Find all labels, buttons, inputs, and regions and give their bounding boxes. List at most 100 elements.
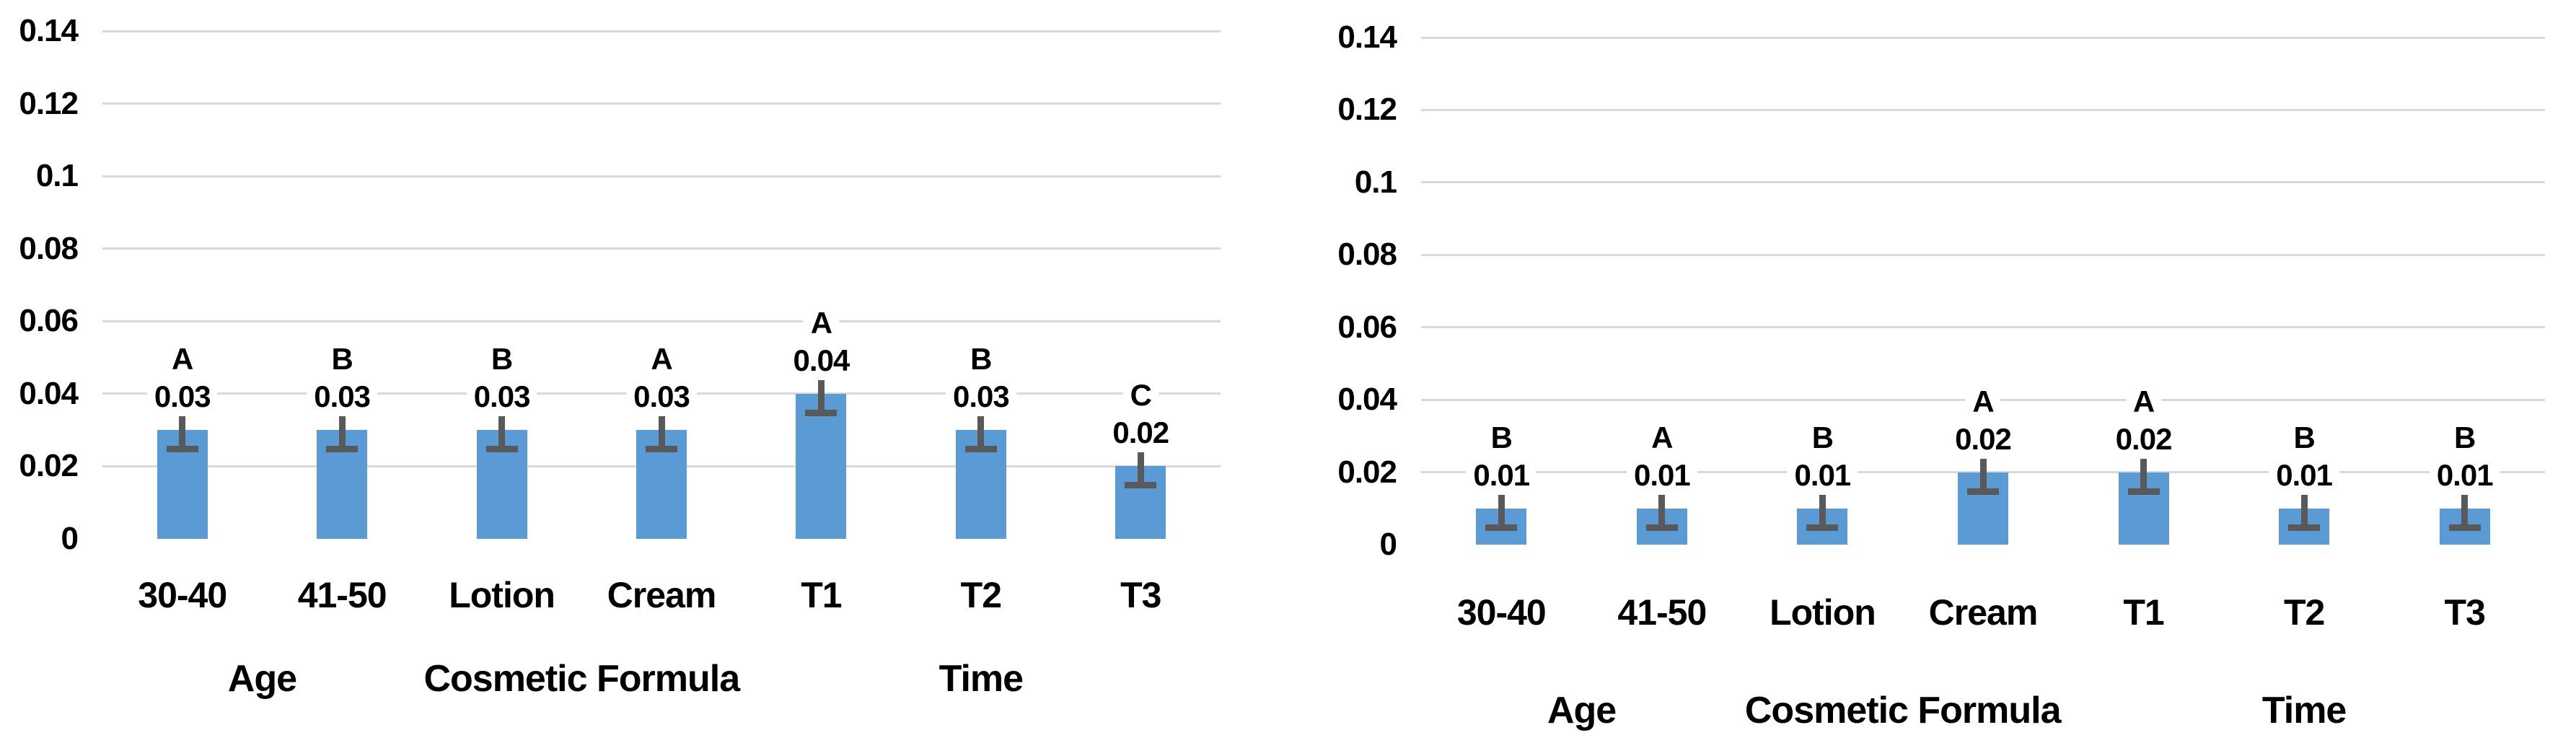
group-label: Cosmetic Formula — [1744, 690, 2062, 731]
error-bar-stem — [2140, 456, 2148, 488]
significance-letter: A — [164, 340, 201, 379]
bar-t1 — [796, 393, 847, 539]
group-label: Time — [938, 658, 1024, 700]
significance-letter: A — [1644, 418, 1680, 457]
value-label: 0.03 — [945, 377, 1016, 417]
error-bar-stem — [658, 414, 665, 447]
category-label: T1 — [2123, 592, 2164, 633]
y-tick-label: 0.04 — [19, 375, 79, 411]
error-bar-stem — [2300, 492, 2308, 524]
y-tick-label: 0.04 — [1337, 382, 1397, 418]
y-tick-label: 0.08 — [1337, 237, 1397, 273]
gridline — [1421, 181, 2545, 184]
error-bar-bottom-cap — [646, 446, 677, 453]
error-bar-bottom-cap — [1967, 488, 1999, 495]
error-bar-bottom-cap — [805, 409, 838, 416]
y-tick-label: 0.08 — [19, 230, 79, 266]
category-label: Cream — [607, 575, 717, 615]
significance-letter: A — [1965, 382, 2001, 421]
gridline — [102, 247, 1221, 250]
y-tick-label: 0.1 — [1354, 164, 1397, 200]
category-label: 30-40 — [138, 575, 227, 615]
category-label: T1 — [801, 575, 842, 615]
value-label: 0.02 — [1948, 419, 2018, 459]
error-bar-bottom-cap — [2288, 524, 2321, 531]
y-tick-label: 0.14 — [1337, 19, 1397, 55]
value-label: 0.04 — [786, 340, 857, 380]
significance-letter: B — [483, 340, 520, 379]
gridline — [102, 320, 1221, 322]
value-label: 0.01 — [2429, 455, 2500, 495]
y-tick-label: 0.02 — [1337, 454, 1397, 490]
error-bar-bottom-cap — [2448, 524, 2481, 531]
y-tick-label: 0.06 — [1337, 309, 1397, 345]
gridline — [1421, 108, 2545, 111]
value-label: 0.03 — [466, 377, 537, 417]
y-tick-label: 0.14 — [19, 13, 79, 48]
value-label: 0.03 — [146, 377, 218, 417]
error-bar-stem — [817, 377, 825, 410]
y-tick-label: 0.12 — [19, 85, 79, 121]
category-label: Lotion — [1770, 592, 1876, 633]
significance-letter: C — [1122, 376, 1159, 416]
y-tick-label: 0.1 — [35, 158, 79, 194]
significance-letter: A — [2125, 382, 2162, 421]
gridline — [102, 175, 1221, 177]
value-label: 0.01 — [1626, 455, 1697, 495]
error-bar-bottom-cap — [1645, 524, 1678, 531]
significance-letter: B — [2447, 418, 2483, 457]
error-bar-bottom-cap — [964, 446, 997, 453]
significance-letter: A — [643, 340, 680, 379]
group-label: Time — [2261, 690, 2347, 731]
significance-letter: A — [803, 303, 840, 343]
gridline — [1421, 253, 2545, 256]
value-label: 0.01 — [1466, 455, 1537, 495]
error-bar-stem — [1658, 492, 1666, 524]
group-label: Age — [227, 658, 297, 700]
error-bar-bottom-cap — [1485, 524, 1518, 531]
category-label: T3 — [1120, 575, 1161, 615]
error-bar-stem — [2461, 492, 2469, 524]
group-label: Age — [1547, 690, 1617, 731]
category-label: 30-40 — [1456, 592, 1547, 633]
value-label: 0.02 — [1105, 413, 1177, 453]
error-bar-bottom-cap — [1806, 524, 1839, 531]
error-bar-bottom-cap — [1125, 482, 1157, 489]
error-bar-bottom-cap — [326, 446, 359, 453]
group-label: Cosmetic Formula — [423, 658, 740, 700]
error-bar-bottom-cap — [2127, 488, 2160, 495]
y-tick-label: 0 — [61, 521, 79, 556]
error-bar-stem — [338, 414, 346, 447]
y-tick-label: 0.12 — [1337, 92, 1397, 128]
significance-letter: B — [1483, 418, 1519, 457]
category-label: 41-50 — [297, 575, 387, 615]
error-bar-stem — [977, 414, 985, 447]
error-bar-stem — [179, 414, 186, 447]
significance-letter: B — [2286, 418, 2322, 457]
error-bar-bottom-cap — [485, 446, 518, 453]
category-label: Lotion — [449, 575, 555, 615]
gridline — [102, 30, 1221, 32]
significance-letter: B — [1804, 418, 1841, 457]
gridline — [1421, 326, 2545, 329]
significance-letter: B — [963, 340, 999, 379]
category-label: 41-50 — [1617, 592, 1707, 633]
significance-letter: B — [324, 340, 360, 379]
y-tick-label: 0.02 — [19, 448, 79, 484]
gridline — [1421, 36, 2545, 39]
value-label: 0.01 — [2269, 455, 2340, 495]
category-label: T2 — [2283, 592, 2325, 633]
category-label: Cream — [1928, 592, 2039, 633]
error-bar-stem — [1137, 450, 1144, 483]
error-bar-bottom-cap — [166, 446, 198, 453]
error-bar-stem — [1979, 456, 1987, 488]
value-label: 0.03 — [307, 377, 378, 417]
value-label: 0.03 — [626, 377, 697, 417]
error-bar-stem — [1498, 492, 1505, 524]
y-tick-label: 0.06 — [19, 303, 79, 339]
value-label: 0.01 — [1787, 455, 1858, 495]
y-tick-label: 0 — [1379, 527, 1397, 562]
